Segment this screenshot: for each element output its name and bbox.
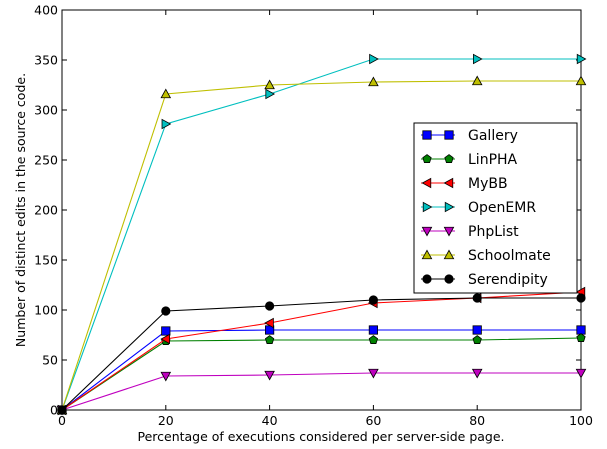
legend-entry-serendipity: Serendipity	[421, 272, 548, 288]
data-point-schoolmate	[368, 76, 379, 87]
y-tick-label: 0	[50, 403, 58, 418]
data-point-linpha	[264, 335, 275, 344]
x-axis-title: Percentage of executions considered per …	[137, 429, 504, 444]
data-point-serendipity	[368, 295, 378, 305]
y-tick-label: 300	[34, 103, 58, 118]
series-line-schoolmate	[61, 80, 581, 411]
x-tick-label: 80	[469, 413, 485, 428]
legend-entry-schoolmate: Schoolmate	[421, 248, 551, 264]
legend-marker-serendipity	[444, 274, 454, 284]
legend-marker-serendipity	[422, 274, 432, 284]
legend-entry-mybb: MyBB	[421, 176, 508, 192]
legend-entry-phplist: PhpList	[421, 224, 519, 240]
y-tick-label: 50	[42, 353, 58, 368]
legend-marker-openemr	[444, 201, 455, 213]
data-point-phplist	[368, 368, 379, 379]
axis-tick-labels: 0 20 40 60 80 100 0 50 100 150 200 250 300 350 400	[34, 3, 593, 429]
legend-entry-linpha: LinPHA	[421, 152, 518, 168]
data-point-linpha	[368, 335, 379, 344]
legend-entry-gallery: Gallery	[421, 128, 518, 144]
data-point-gallery	[472, 325, 482, 335]
x-tick-label: 60	[365, 413, 381, 428]
data-point-linpha	[576, 333, 586, 342]
legend-marker-gallery	[422, 130, 432, 140]
legend-entry-openemr: OpenEMR	[421, 200, 536, 216]
series-layer	[56, 53, 587, 416]
series-line-serendipity	[61, 297, 581, 411]
legend-label-mybb: MyBB	[468, 176, 508, 192]
series-line-mybb	[61, 291, 582, 411]
legend-marker-linpha	[422, 154, 432, 163]
legend-frame	[413, 122, 578, 294]
series-line-linpha	[61, 337, 582, 411]
data-point-openemr	[369, 53, 379, 65]
data-point-gallery	[368, 325, 379, 335]
data-point-gallery	[161, 326, 171, 336]
legend-label-serendipity: Serendipity	[468, 272, 548, 288]
data-point-serendipity	[472, 293, 482, 303]
data-point-gallery	[576, 325, 586, 335]
data-point-openemr	[473, 53, 483, 65]
y-tick-label: 100	[34, 303, 58, 318]
legend-marker-schoolmate	[421, 249, 433, 260]
legend-marker-schoolmate	[443, 249, 455, 260]
y-tick-label: 350	[34, 53, 58, 68]
y-tick-label: 250	[34, 153, 58, 168]
data-point-mybb	[160, 333, 170, 345]
data-point-serendipity	[264, 301, 275, 311]
legend-label-openemr: OpenEMR	[468, 200, 536, 216]
series-line-phplist	[61, 372, 581, 411]
legend-marker-gallery	[444, 130, 454, 140]
x-tick-label: 40	[262, 413, 278, 428]
legend-marker-openemr	[422, 201, 433, 213]
legend-marker-linpha	[444, 154, 454, 163]
legend: Gallery LinPHA MyBB OpenEMR PhpList Schoolmat…	[413, 122, 578, 294]
x-tick-label: 20	[158, 413, 174, 428]
y-tick-label: 200	[34, 203, 58, 218]
data-point-serendipity	[161, 306, 171, 316]
data-point-phplist	[264, 370, 275, 381]
data-point-phplist	[471, 368, 483, 379]
data-point-openemr	[576, 53, 587, 65]
data-point-serendipity	[576, 293, 586, 303]
data-point-openemr	[265, 88, 276, 100]
data-point-serendipity	[57, 405, 67, 415]
data-point-phplist	[160, 371, 172, 382]
x-tick-label: 100	[569, 413, 593, 428]
data-point-schoolmate	[160, 88, 172, 99]
data-point-mybb	[264, 317, 274, 329]
data-point-phplist	[575, 368, 587, 379]
data-point-schoolmate	[264, 79, 275, 90]
series-serendipity	[57, 293, 586, 415]
legend-label-phplist: PhpList	[468, 224, 519, 240]
legend-marker-mybb	[443, 177, 454, 189]
legend-label-schoolmate: Schoolmate	[468, 248, 551, 264]
series-schoolmate	[56, 75, 587, 415]
y-tick-label: 150	[34, 253, 58, 268]
legend-label-linpha: LinPHA	[468, 152, 518, 168]
data-point-schoolmate	[471, 75, 483, 86]
legend-marker-phplist	[421, 226, 433, 237]
data-point-schoolmate	[575, 75, 587, 86]
y-tick-label: 400	[34, 3, 58, 18]
series-line-gallery	[61, 329, 581, 411]
series-line-openemr	[61, 58, 581, 411]
y-axis-title: Number of distinct edits in the source c…	[13, 73, 28, 347]
legend-marker-phplist	[443, 226, 455, 237]
data-point-openemr	[161, 118, 172, 130]
x-tick-label: 0	[58, 413, 66, 428]
legend-label-gallery: Gallery	[468, 128, 518, 144]
data-point-linpha	[472, 335, 482, 344]
legend-marker-mybb	[421, 177, 432, 189]
